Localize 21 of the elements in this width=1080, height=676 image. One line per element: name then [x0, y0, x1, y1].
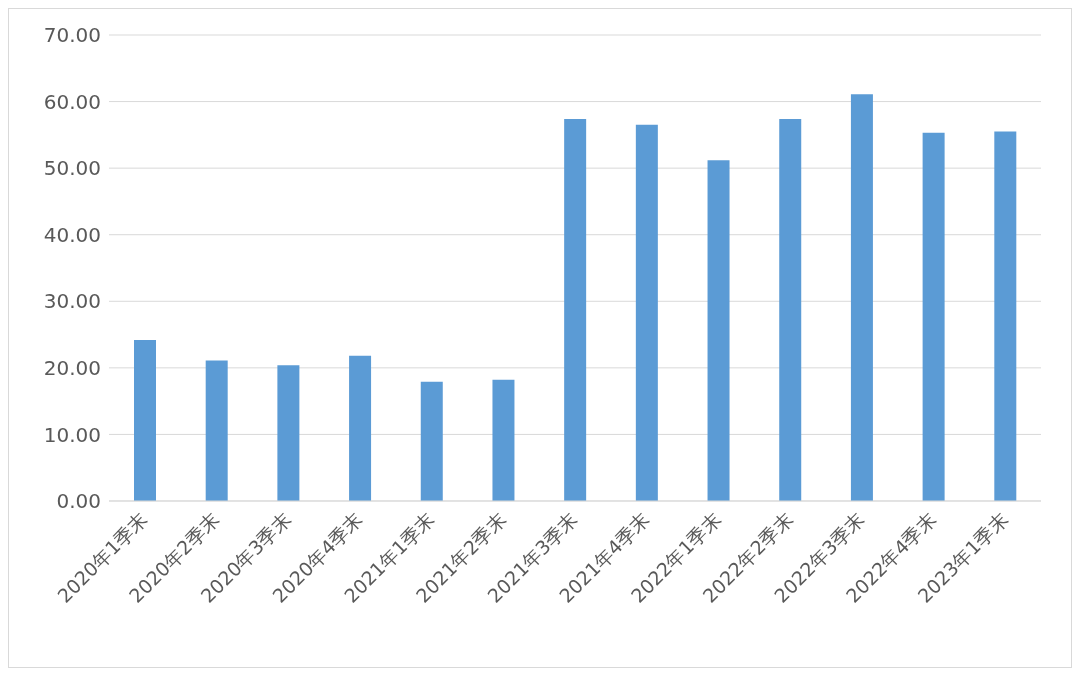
y-tick-label: 0.00 [56, 489, 101, 514]
bar [134, 339, 156, 501]
bar [779, 118, 802, 501]
bar [564, 118, 587, 501]
bar [850, 94, 873, 501]
bar [420, 381, 443, 501]
y-tick-label: 50.00 [43, 156, 101, 181]
y-tick-label: 30.00 [43, 289, 101, 314]
bar [205, 360, 228, 501]
bar [707, 160, 730, 501]
y-tick-label: 70.00 [43, 23, 101, 48]
y-tick-label: 10.00 [43, 422, 101, 447]
y-tick-label: 60.00 [43, 89, 101, 114]
y-tick-label: 20.00 [43, 355, 101, 380]
bar [349, 355, 372, 501]
bar [994, 131, 1017, 501]
bar [492, 379, 515, 501]
y-tick-label: 40.00 [43, 222, 101, 247]
bar [922, 132, 945, 501]
bar [635, 124, 658, 501]
bar [277, 365, 300, 501]
